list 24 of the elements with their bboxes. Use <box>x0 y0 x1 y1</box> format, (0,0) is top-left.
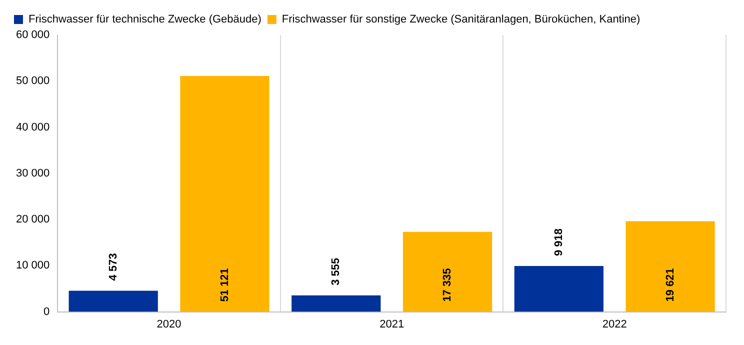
data-label: 4 573 <box>107 253 120 281</box>
y-tick-label: 60 000 <box>16 29 50 42</box>
data-label: 51 121 <box>218 268 231 302</box>
bar <box>626 221 715 312</box>
y-tick-label: 10 000 <box>16 260 50 272</box>
bar <box>514 266 604 312</box>
legend-label: Frischwasser für sonstige Zwecke (Sanitäranlagen, Büroküchen, Kantine) <box>282 14 640 26</box>
x-tick-label: 2021 <box>380 318 404 330</box>
y-tick-label: 20 000 <box>16 214 50 226</box>
y-tick-label: 40 000 <box>16 121 50 134</box>
x-tick-label: 2020 <box>156 318 182 330</box>
y-tick-label: 30 000 <box>16 167 50 180</box>
legend-label: Frischwasser für technische Zwecke (Gebäude) <box>28 14 262 26</box>
x-tick-label: 2022 <box>602 318 627 330</box>
y-tick-label: 0 <box>44 306 50 318</box>
bar <box>402 232 492 312</box>
bar <box>180 76 270 312</box>
data-label: 19 621 <box>664 268 676 302</box>
y-tick-label: 50 000 <box>16 75 50 88</box>
data-label: 17 335 <box>442 268 454 302</box>
bar <box>292 295 381 312</box>
data-label: 9 918 <box>552 228 565 256</box>
bar <box>68 290 158 312</box>
data-label: 3 555 <box>330 258 342 286</box>
